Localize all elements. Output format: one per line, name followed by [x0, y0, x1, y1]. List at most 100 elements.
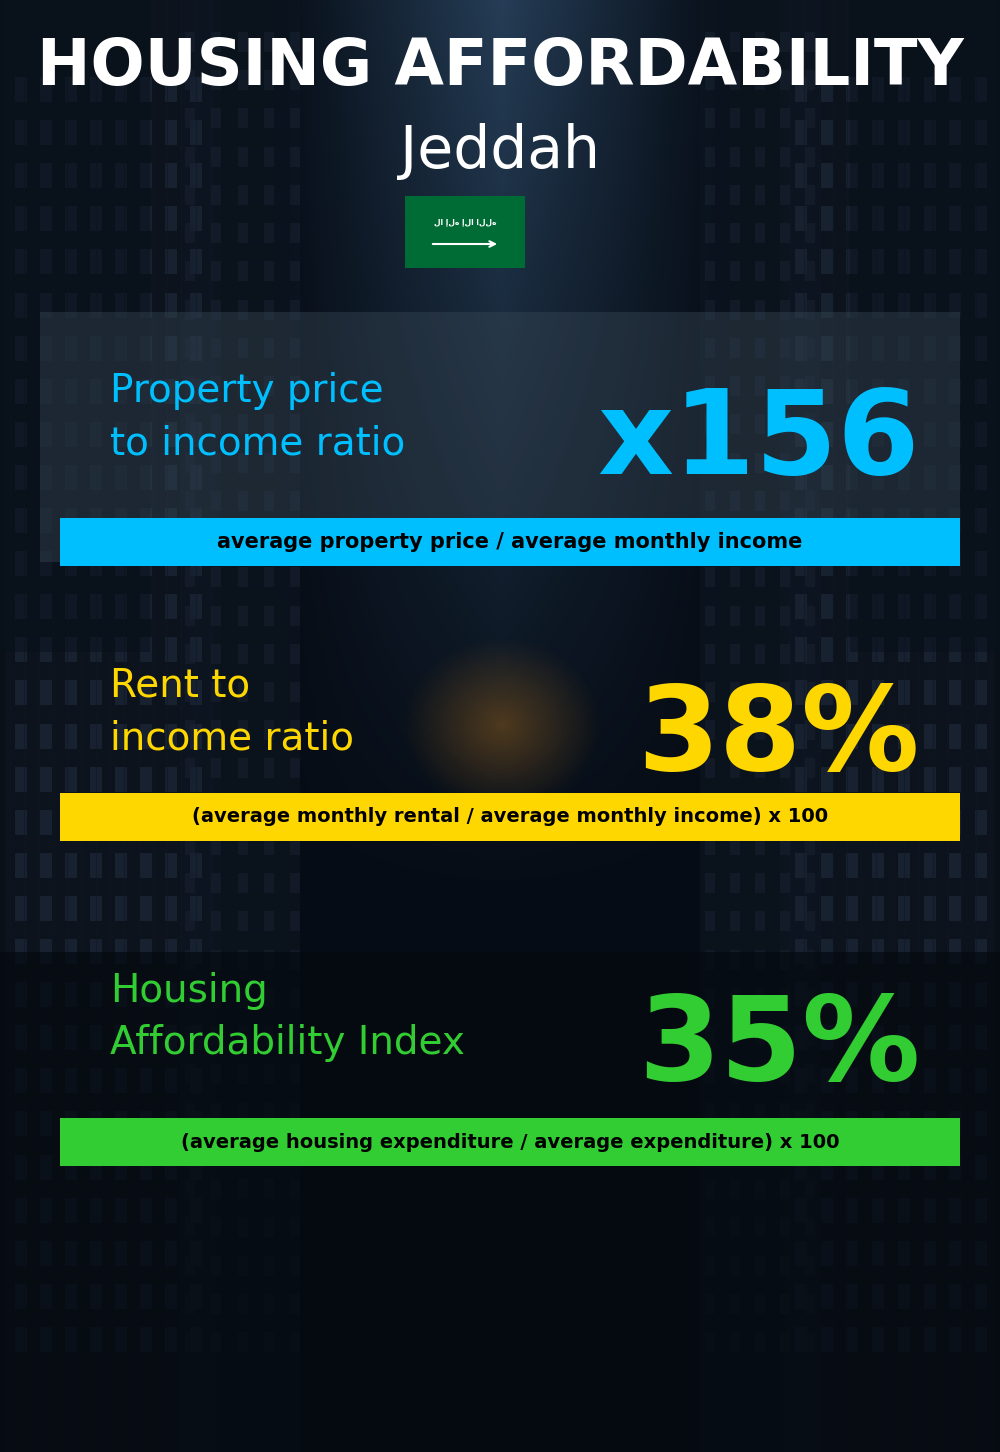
Bar: [805, 491, 815, 511]
Bar: [805, 414, 815, 434]
Bar: [290, 376, 300, 396]
Bar: [190, 77, 202, 102]
Bar: [924, 810, 936, 835]
Bar: [90, 1025, 102, 1050]
Bar: [705, 299, 715, 319]
Bar: [15, 77, 27, 102]
Bar: [60, 1118, 960, 1166]
Bar: [805, 453, 815, 472]
Bar: [705, 338, 715, 357]
Bar: [185, 720, 195, 741]
Bar: [65, 77, 77, 102]
Bar: [185, 950, 195, 970]
Bar: [15, 508, 27, 533]
Bar: [190, 1069, 202, 1093]
Bar: [115, 250, 127, 274]
Bar: [290, 720, 300, 741]
Bar: [975, 1198, 987, 1223]
Bar: [898, 896, 910, 921]
Bar: [115, 1025, 127, 1050]
Text: لا إله إلا الله: لا إله إلا الله: [434, 218, 496, 227]
Bar: [705, 1294, 715, 1314]
Bar: [821, 552, 833, 576]
Bar: [898, 1241, 910, 1266]
Bar: [805, 682, 815, 701]
Text: 38%: 38%: [638, 680, 920, 794]
Bar: [185, 873, 195, 893]
Bar: [15, 552, 27, 576]
Bar: [140, 1327, 152, 1352]
Bar: [185, 491, 195, 511]
Bar: [898, 206, 910, 231]
Bar: [185, 758, 195, 778]
Bar: [264, 1027, 274, 1045]
Bar: [898, 163, 910, 189]
Bar: [949, 896, 961, 921]
Bar: [290, 1102, 300, 1122]
Bar: [924, 982, 936, 1008]
Bar: [780, 376, 790, 396]
Bar: [238, 912, 248, 931]
Bar: [755, 758, 765, 778]
Bar: [780, 987, 790, 1008]
Bar: [821, 121, 833, 145]
Bar: [65, 1241, 77, 1266]
Bar: [264, 453, 274, 472]
Bar: [780, 1064, 790, 1085]
Bar: [795, 379, 807, 404]
Bar: [264, 1064, 274, 1085]
Bar: [898, 1284, 910, 1308]
Text: average property price / average monthly income: average property price / average monthly…: [217, 531, 803, 552]
Bar: [705, 797, 715, 816]
Bar: [795, 465, 807, 489]
Bar: [238, 529, 248, 549]
Bar: [805, 184, 815, 205]
Bar: [949, 1069, 961, 1093]
Bar: [780, 643, 790, 664]
Bar: [924, 465, 936, 489]
Bar: [898, 250, 910, 274]
Bar: [846, 1327, 858, 1352]
Bar: [190, 465, 202, 489]
Bar: [264, 338, 274, 357]
Bar: [975, 121, 987, 145]
Bar: [975, 508, 987, 533]
Bar: [700, 0, 820, 1452]
Bar: [40, 335, 52, 360]
Bar: [238, 1064, 248, 1085]
Bar: [165, 465, 177, 489]
Bar: [264, 1294, 274, 1314]
Bar: [264, 568, 274, 587]
Bar: [821, 681, 833, 706]
Bar: [238, 1256, 248, 1275]
Bar: [755, 1217, 765, 1237]
Bar: [805, 835, 815, 855]
Bar: [949, 1198, 961, 1223]
Bar: [115, 1284, 127, 1308]
Bar: [705, 529, 715, 549]
Bar: [185, 835, 195, 855]
Bar: [264, 1102, 274, 1122]
Bar: [795, 163, 807, 189]
Bar: [730, 529, 740, 549]
Bar: [90, 121, 102, 145]
Bar: [115, 552, 127, 576]
Bar: [821, 423, 833, 447]
Bar: [924, 1198, 936, 1223]
Bar: [805, 873, 815, 893]
Bar: [290, 1256, 300, 1275]
Bar: [15, 982, 27, 1008]
Bar: [115, 77, 127, 102]
Bar: [898, 121, 910, 145]
Bar: [821, 250, 833, 274]
Bar: [40, 250, 52, 274]
Bar: [90, 250, 102, 274]
Bar: [115, 1327, 127, 1352]
Bar: [190, 1111, 202, 1137]
Bar: [238, 414, 248, 434]
Bar: [211, 491, 221, 511]
Bar: [898, 1025, 910, 1050]
Bar: [730, 720, 740, 741]
Bar: [238, 1294, 248, 1314]
Bar: [290, 184, 300, 205]
